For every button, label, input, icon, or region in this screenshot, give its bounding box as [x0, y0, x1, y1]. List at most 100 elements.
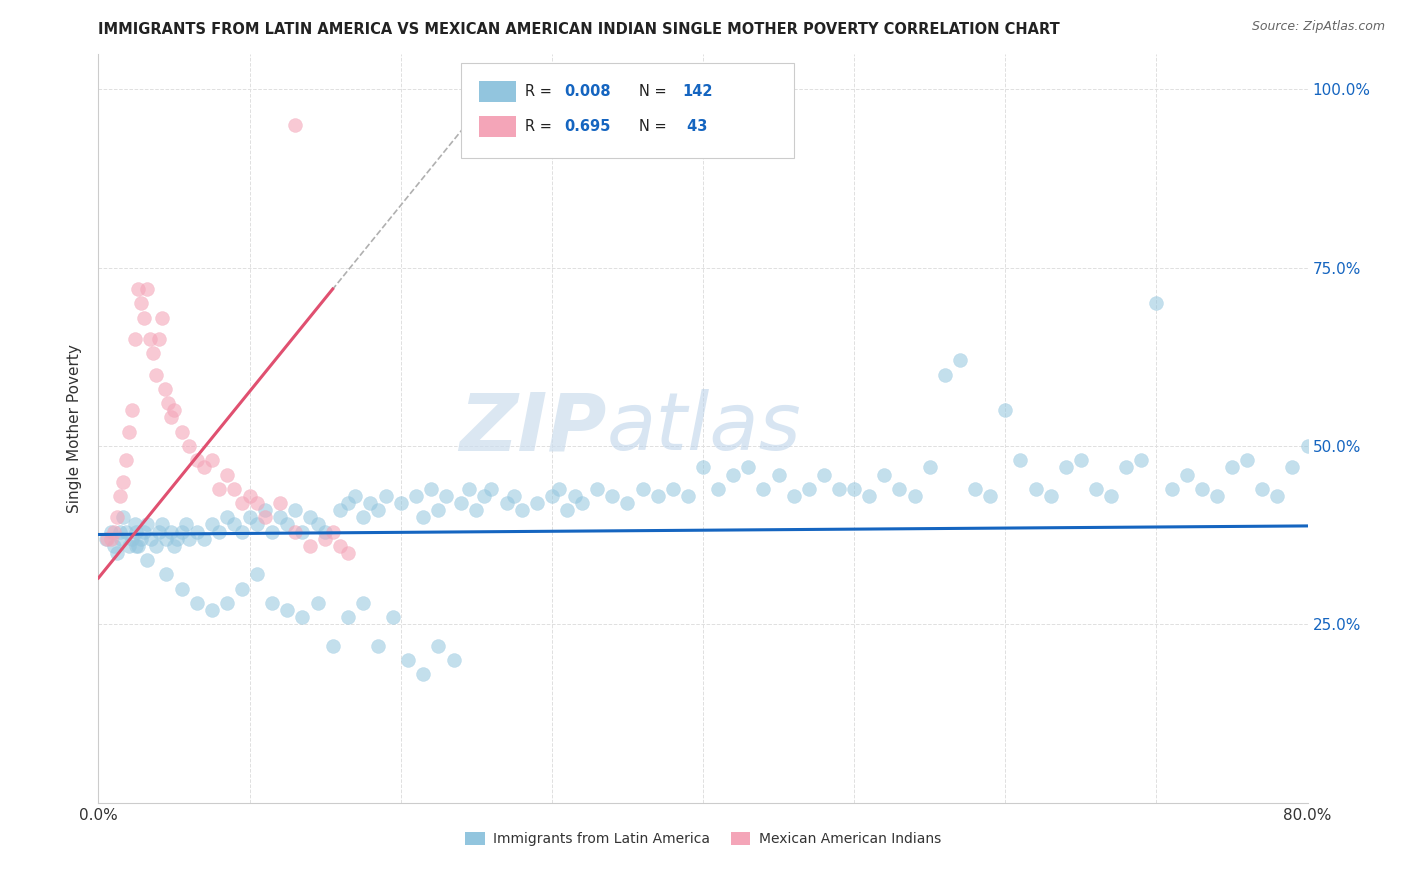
Point	[155, 532, 177, 546]
Point	[105, 510, 128, 524]
Point	[108, 524, 131, 539]
Point	[1267, 489, 1289, 503]
Point	[269, 496, 291, 510]
Point	[114, 524, 136, 539]
Point	[434, 489, 457, 503]
Point	[904, 489, 927, 503]
Point	[768, 467, 790, 482]
Text: N =: N =	[638, 119, 666, 134]
FancyBboxPatch shape	[479, 116, 516, 136]
Point	[1220, 460, 1243, 475]
Point	[495, 496, 517, 510]
Point	[1206, 489, 1229, 503]
Point	[889, 482, 911, 496]
Point	[918, 460, 941, 475]
Point	[208, 524, 231, 539]
Point	[631, 482, 654, 496]
Point	[124, 517, 146, 532]
Point	[145, 539, 167, 553]
Point	[307, 596, 329, 610]
Point	[707, 482, 730, 496]
Point	[314, 532, 336, 546]
Point	[201, 517, 224, 532]
Point	[246, 517, 269, 532]
Point	[1039, 489, 1062, 503]
Point	[193, 532, 215, 546]
Point	[676, 489, 699, 503]
Point	[186, 524, 208, 539]
Point	[105, 546, 128, 560]
Point	[1175, 467, 1198, 482]
Point	[186, 453, 208, 467]
Point	[299, 539, 322, 553]
Point	[420, 482, 443, 496]
Point	[336, 546, 359, 560]
Point	[132, 310, 155, 325]
Point	[215, 510, 238, 524]
Point	[752, 482, 775, 496]
Point	[118, 425, 141, 439]
Point	[121, 532, 143, 546]
Point	[269, 510, 291, 524]
Point	[360, 496, 382, 510]
Text: IMMIGRANTS FROM LATIN AMERICA VS MEXICAN AMERICAN INDIAN SINGLE MOTHER POVERTY C: IMMIGRANTS FROM LATIN AMERICA VS MEXICAN…	[98, 22, 1060, 37]
Point	[1085, 482, 1108, 496]
Point	[284, 503, 307, 517]
Point	[125, 539, 148, 553]
Point	[284, 524, 307, 539]
Point	[170, 582, 193, 596]
Text: N =: N =	[638, 84, 666, 99]
Point	[110, 532, 132, 546]
Point	[160, 524, 183, 539]
Point	[307, 517, 329, 532]
Point	[114, 453, 136, 467]
Point	[1191, 482, 1213, 496]
Point	[127, 282, 149, 296]
Point	[465, 503, 488, 517]
Text: 0.695: 0.695	[564, 119, 610, 134]
Point	[934, 368, 956, 382]
Point	[276, 603, 298, 617]
Point	[262, 524, 284, 539]
Point	[246, 567, 269, 582]
Point	[965, 482, 987, 496]
Point	[586, 482, 609, 496]
Point	[1130, 453, 1153, 467]
Point	[548, 482, 571, 496]
Point	[201, 453, 224, 467]
Point	[336, 496, 359, 510]
Point	[336, 610, 359, 624]
Point	[291, 610, 314, 624]
Point	[100, 532, 122, 546]
Point	[253, 510, 276, 524]
Point	[224, 517, 246, 532]
Point	[555, 503, 578, 517]
Point	[201, 603, 224, 617]
Point	[150, 517, 173, 532]
Point	[314, 524, 336, 539]
Text: ZIP: ZIP	[458, 389, 606, 467]
Point	[239, 510, 262, 524]
Text: 0.008: 0.008	[564, 84, 610, 99]
Point	[481, 482, 503, 496]
Text: Source: ZipAtlas.com: Source: ZipAtlas.com	[1251, 20, 1385, 33]
Point	[174, 517, 197, 532]
Point	[135, 517, 157, 532]
Point	[163, 539, 186, 553]
Point	[540, 489, 562, 503]
Text: R =: R =	[526, 119, 557, 134]
Point	[396, 653, 419, 667]
Point	[979, 489, 1001, 503]
Point	[284, 118, 307, 132]
Point	[1236, 453, 1258, 467]
Point	[153, 382, 176, 396]
Point	[215, 467, 238, 482]
Point	[737, 460, 759, 475]
Point	[142, 346, 165, 360]
Point	[322, 524, 344, 539]
Point	[121, 403, 143, 417]
Point	[797, 482, 820, 496]
Point	[179, 439, 201, 453]
Point	[141, 532, 163, 546]
FancyBboxPatch shape	[461, 62, 793, 159]
